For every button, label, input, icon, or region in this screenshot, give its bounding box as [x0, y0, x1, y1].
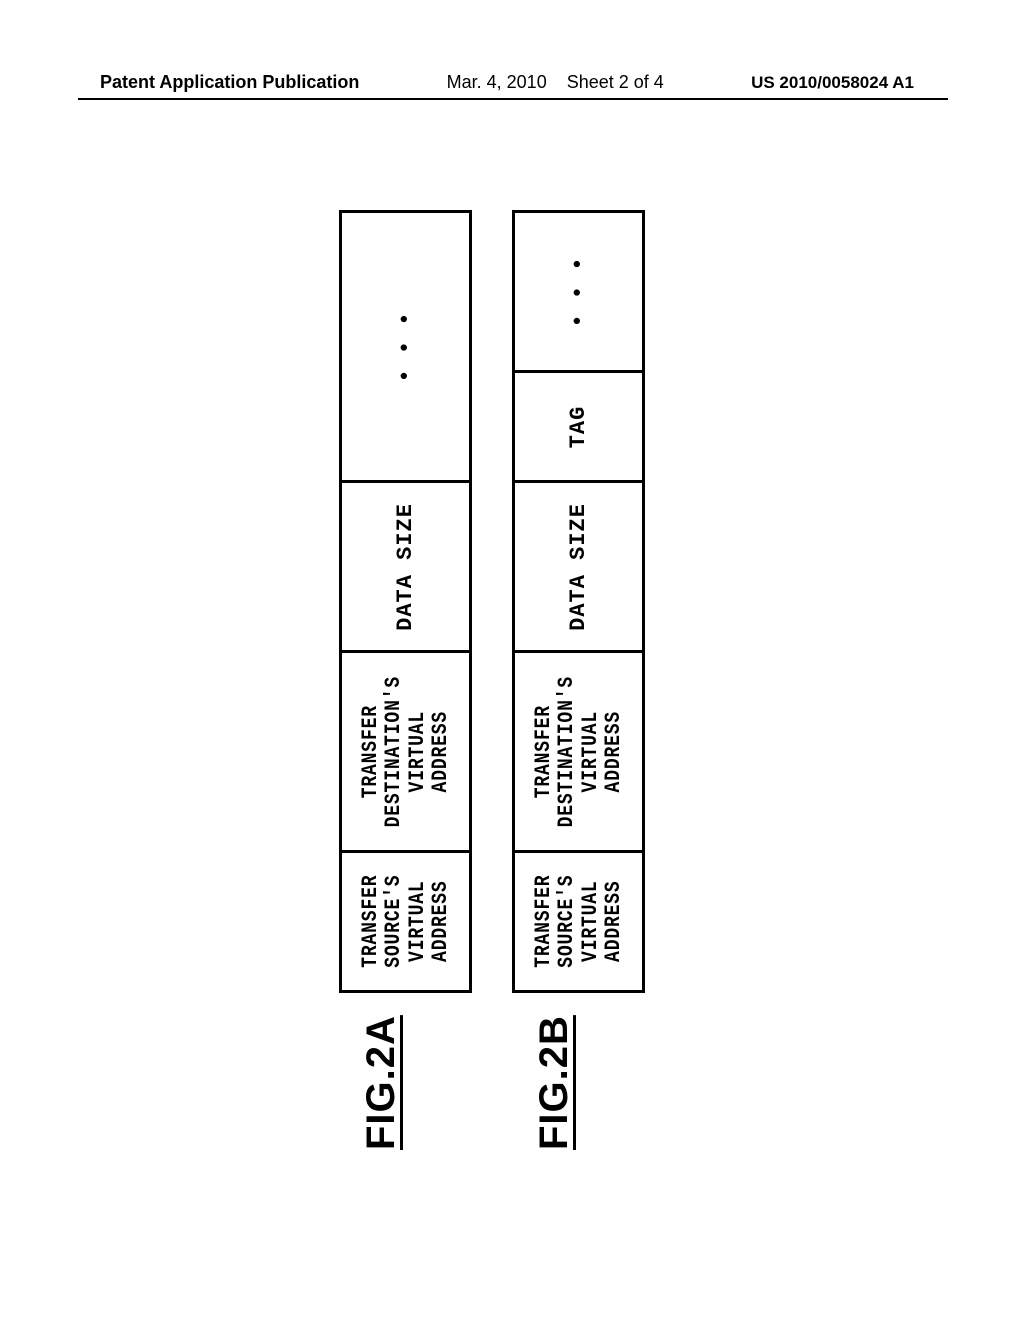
table-row: TRANSFERSOURCE'SVIRTUALADDRESS TRANSFERD… — [514, 212, 644, 992]
figure-area: FIG.2A TRANSFERSOURCE'SVIRTUALADDRESS TR… — [0, 140, 1024, 1180]
cell-transfer-destination: TRANSFERDESTINATION'SVIRTUALADDRESS — [514, 652, 644, 852]
page-header: Patent Application Publication Mar. 4, 2… — [0, 72, 1024, 93]
cell-transfer-source: TRANSFERSOURCE'SVIRTUALADDRESS — [341, 852, 471, 992]
cell-ellipsis: • • • — [341, 212, 471, 482]
figure-2a-label: FIG.2A — [339, 1015, 404, 1150]
table-row: TRANSFERSOURCE'SVIRTUALADDRESS TRANSFERD… — [341, 212, 471, 992]
figure-2b-table: TRANSFERSOURCE'SVIRTUALADDRESS TRANSFERD… — [512, 210, 645, 993]
figure-2a: FIG.2A TRANSFERSOURCE'SVIRTUALADDRESS TR… — [339, 170, 472, 1150]
cell-data-size: DATA SIZE — [341, 482, 471, 652]
cell-transfer-destination: TRANSFERDESTINATION'SVIRTUALADDRESS — [341, 652, 471, 852]
figure-2b: FIG.2B TRANSFERSOURCE'SVIRTUALADDRESS TR… — [512, 170, 645, 1150]
header-left: Patent Application Publication — [100, 72, 359, 93]
rotated-figure-assembly: FIG.2A TRANSFERSOURCE'SVIRTUALADDRESS TR… — [339, 170, 685, 1150]
header-mid: Mar. 4, 2010 Sheet 2 of 4 — [447, 72, 664, 93]
cell-transfer-source: TRANSFERSOURCE'SVIRTUALADDRESS — [514, 852, 644, 992]
header-rule — [78, 98, 948, 100]
cell-tag: TAG — [514, 372, 644, 482]
cell-ellipsis: • • • — [514, 212, 644, 372]
figure-2a-table: TRANSFERSOURCE'SVIRTUALADDRESS TRANSFERD… — [339, 210, 472, 993]
header-date: Mar. 4, 2010 — [447, 72, 547, 92]
figure-2b-label: FIG.2B — [512, 1015, 577, 1150]
cell-data-size: DATA SIZE — [514, 482, 644, 652]
header-right: US 2010/0058024 A1 — [751, 73, 914, 93]
header-sheet: Sheet 2 of 4 — [567, 72, 664, 92]
